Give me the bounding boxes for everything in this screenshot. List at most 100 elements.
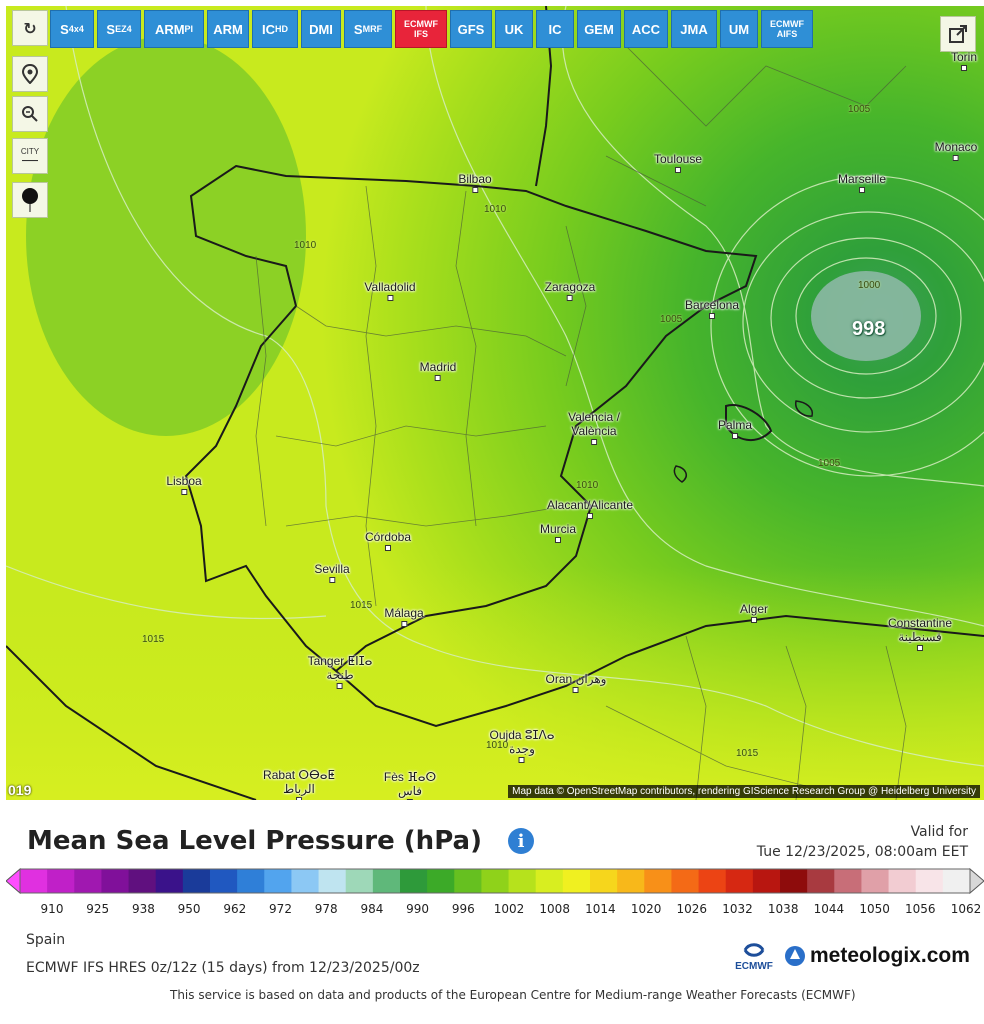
isobar-label: 1005 xyxy=(660,314,683,325)
city-name: Marseille xyxy=(837,172,887,186)
model-button-5[interactable]: DMI xyxy=(301,10,341,48)
corner-number: 019 xyxy=(8,782,32,798)
scale-tick-label: 950 xyxy=(177,902,201,916)
ecmwf-logo[interactable]: ECMWF xyxy=(728,942,780,972)
location-button[interactable] xyxy=(12,56,48,92)
model-button-9[interactable]: UK xyxy=(495,10,533,48)
map-attribution[interactable]: Map data © OpenStreetMap contributors, r… xyxy=(508,785,980,798)
scale-swatch xyxy=(562,869,591,893)
model-button-2[interactable]: ARM PI xyxy=(144,10,204,48)
city-name: Lisboa xyxy=(166,474,202,488)
city-marker-icon xyxy=(573,687,579,693)
model-button-0[interactable]: S 4x4 xyxy=(50,10,94,48)
scale-swatch xyxy=(590,869,618,893)
scale-tick-label: 972 xyxy=(269,902,292,916)
scale-swatch xyxy=(372,869,401,893)
city-label: Alger xyxy=(740,602,768,623)
scale-tick-label: 1050 xyxy=(859,902,890,916)
model-button-1[interactable]: S EZ4 xyxy=(97,10,141,48)
model-button-label: ACC xyxy=(631,21,661,37)
scale-swatch xyxy=(508,869,537,893)
marker-button[interactable] xyxy=(12,182,48,218)
model-button-label: ARM xyxy=(154,21,185,37)
model-button-label: UK xyxy=(504,21,524,37)
city-marker-icon xyxy=(471,187,478,193)
scale-tick-label: 1014 xyxy=(585,902,616,916)
isobar-label: 1015 xyxy=(142,634,165,645)
share-button[interactable] xyxy=(940,16,976,52)
scale-swatch xyxy=(427,869,455,893)
model-button-7[interactable]: ECMWF IFS xyxy=(395,10,447,48)
model-button-4[interactable]: IC HD xyxy=(252,10,298,48)
scale-swatch xyxy=(861,869,890,893)
city-name: Oujda ⵓⵊⴷⴰ وجدة xyxy=(489,728,555,756)
zoom-button[interactable] xyxy=(12,96,48,132)
location-pin-icon xyxy=(21,64,39,84)
city-name: Murcia xyxy=(539,522,577,536)
city-name: Monaco xyxy=(934,140,978,154)
model-button-14[interactable]: UM xyxy=(720,10,758,48)
city-label: Málaga xyxy=(384,606,424,627)
scale-swatch xyxy=(644,869,672,893)
scale-tick-label: 1032 xyxy=(722,902,753,916)
city-marker-icon xyxy=(750,617,757,623)
model-button-10[interactable]: IC xyxy=(536,10,574,48)
city-name: Alger xyxy=(739,602,769,616)
site-logo-text: meteologix.com xyxy=(810,944,970,967)
model-button-12[interactable]: ACC xyxy=(624,10,668,48)
ecmwf-logo-icon xyxy=(743,943,765,957)
model-run-info: ECMWF IFS HRES 0z/12z (15 days) from 12/… xyxy=(26,960,420,976)
site-logo[interactable]: meteologix.com xyxy=(784,944,970,968)
model-button-8[interactable]: GFS xyxy=(450,10,492,48)
refresh-icon: ↻ xyxy=(23,18,37,38)
model-button-label: GFS xyxy=(457,21,485,37)
scale-swatch xyxy=(20,869,48,893)
pressure-field xyxy=(6,6,984,800)
weather-map[interactable]: ↻ S 4x4 S EZ4 ARM PI ARM IC HD DMI S MRF ECMWF IFS GF… xyxy=(6,6,984,800)
city-toggle-button[interactable]: CITY —— xyxy=(12,138,48,174)
isobar-label: 1015 xyxy=(350,600,373,611)
scale-swatch xyxy=(101,869,130,893)
scale-tick-label: 1044 xyxy=(813,902,845,916)
city-name: Madrid xyxy=(419,360,457,374)
ecmwf-logo-text: ECMWF xyxy=(735,961,773,972)
scale-swatch xyxy=(888,869,917,893)
scale-arrow-right xyxy=(969,868,984,894)
city-marker-icon xyxy=(858,187,865,193)
city-name: Valencia / València xyxy=(568,410,620,438)
region-label: Spain xyxy=(26,932,66,948)
city-name: Toulouse xyxy=(653,152,703,166)
city-marker-icon xyxy=(407,799,413,800)
refresh-button[interactable]: ↻ xyxy=(12,10,48,46)
city-label: Córdoba xyxy=(365,530,411,551)
scale-swatch xyxy=(780,869,808,893)
model-button-13[interactable]: JMA xyxy=(671,10,717,48)
scale-swatch xyxy=(671,869,700,893)
info-icon[interactable]: i xyxy=(508,828,534,854)
city-marker-icon xyxy=(731,433,738,439)
model-button-15[interactable]: ECMWF AIFS xyxy=(761,10,813,48)
model-button-label: ECMWF IFS xyxy=(404,19,438,39)
legend-title: Mean Sea Level Pressure (hPa) xyxy=(27,826,482,856)
model-button-label: UM xyxy=(728,21,750,37)
city-marker-icon xyxy=(960,65,967,71)
scale-swatch xyxy=(725,869,754,893)
city-name: Palma xyxy=(717,418,753,432)
scale-tick-label: 978 xyxy=(314,902,338,916)
model-button-11[interactable]: GEM xyxy=(577,10,621,48)
scale-tick-label: 1008 xyxy=(539,902,570,916)
scale-swatch xyxy=(752,869,781,893)
model-button-3[interactable]: ARM xyxy=(207,10,249,48)
city-label: Lisboa xyxy=(166,474,202,495)
model-button-6[interactable]: S MRF xyxy=(344,10,392,48)
zoom-icon xyxy=(22,106,38,122)
scale-tick-label: 1038 xyxy=(767,902,799,916)
city-name: Córdoba xyxy=(364,530,412,544)
model-button-label: S xyxy=(60,21,69,37)
city-label: Toulouse xyxy=(654,152,702,173)
city-name: Constantine قسنطينة xyxy=(887,616,953,644)
scale-arrow-left xyxy=(6,868,21,894)
model-button-label: S xyxy=(106,21,116,37)
city-marker-icon xyxy=(328,577,335,583)
city-name: Tanger ⵟⵏⵊⴰ طنجة xyxy=(307,654,373,682)
